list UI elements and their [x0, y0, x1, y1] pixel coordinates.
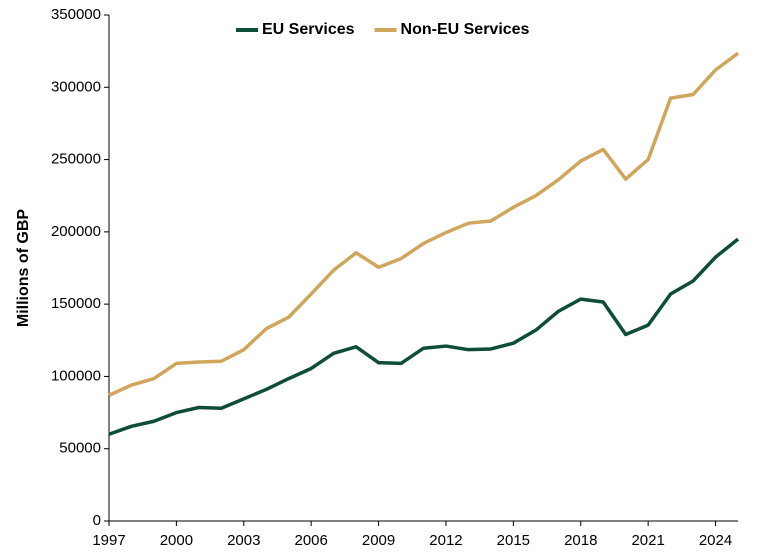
x-tick-label: 2021 [631, 532, 664, 549]
y-tick-label: 100000 [51, 367, 101, 384]
x-tick-label: 2009 [362, 532, 395, 549]
x-tick-label: 2003 [227, 532, 260, 549]
x-tick-label: 2006 [294, 532, 327, 549]
x-tick-label: 1997 [92, 532, 125, 549]
y-tick-label: 350000 [51, 6, 101, 23]
line-series [108, 51, 740, 397]
legend-label: EU Services [262, 21, 355, 38]
x-tick-label: 2015 [497, 532, 530, 549]
y-tick-label: 250000 [51, 151, 101, 168]
x-tick-label: 2012 [429, 532, 462, 549]
y-axis-label: Millions of GBP [15, 209, 32, 328]
y-tick-label: 150000 [51, 295, 101, 312]
legend-label: Non-EU Services [401, 21, 530, 38]
x-tick-label: 2018 [564, 532, 597, 549]
y-tick-label: 0 [93, 512, 101, 529]
y-tick-label: 200000 [51, 223, 101, 240]
y-tick-label: 300000 [51, 78, 101, 95]
y-tick-label: 50000 [59, 440, 101, 457]
line-series [108, 237, 740, 436]
x-tick-label: 2024 [699, 532, 732, 549]
x-tick-label: 2000 [160, 532, 193, 549]
